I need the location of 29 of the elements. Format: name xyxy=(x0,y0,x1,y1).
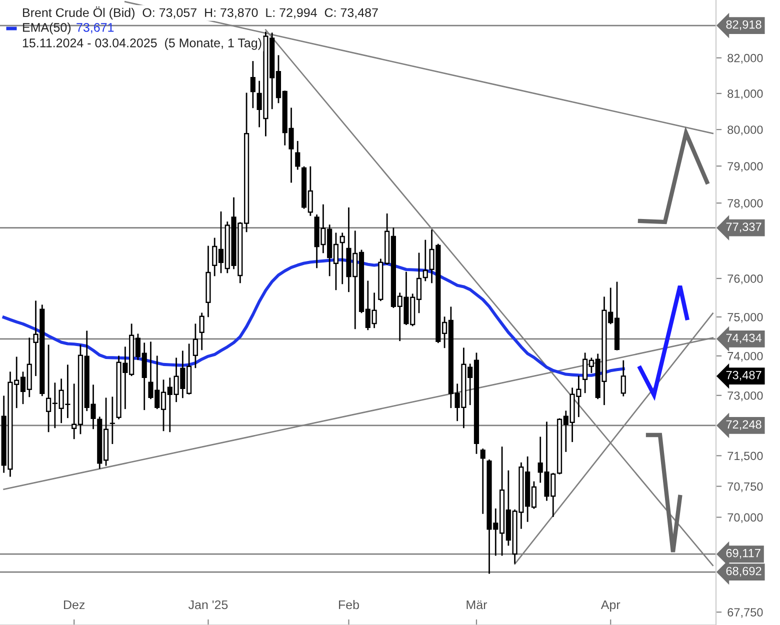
ref-line-label: 68,692 xyxy=(726,566,762,577)
text: 15.11.2024 - 03.04.2025 (5 Monate, 1 Tag) xyxy=(22,38,262,50)
ref-line-label: 77,337 xyxy=(726,222,762,232)
y-tick-label: 81,000 xyxy=(728,90,763,100)
y-tick-label: 78,000 xyxy=(728,199,763,209)
legend-label: EMA(50) xyxy=(23,22,71,34)
ref-line-label: 72,248 xyxy=(726,420,762,430)
ref-line-label: 74,434 xyxy=(726,334,762,344)
y-tick-label: 74,000 xyxy=(728,352,763,362)
y-tick-label: 67,750 xyxy=(728,608,763,618)
x-tick-label: Apr xyxy=(600,600,620,612)
ref-line-label: 69,117 xyxy=(726,548,760,559)
y-tick-label: 70,000 xyxy=(728,513,763,524)
y-tick-label: 80,000 xyxy=(728,126,763,136)
x-tick-label: Feb xyxy=(338,600,359,610)
annotation: 73,671 xyxy=(76,23,114,34)
x-tick-label: Mär xyxy=(466,600,488,610)
text: Brent Crude Öl (Bid) O: 73,057 H: 73,870 L: 72,994 C: 73,487 xyxy=(23,6,378,20)
y-tick-label: 79,000 xyxy=(728,162,763,172)
y-tick-label: 75,000 xyxy=(728,312,763,323)
y-tick-label: 70,750 xyxy=(728,482,763,492)
text: 73,487 xyxy=(726,370,762,381)
y-tick-label: 71,500 xyxy=(728,452,763,462)
ref-line-label: 82,918 xyxy=(726,20,762,30)
x-tick-label: Dez xyxy=(64,600,85,610)
y-tick-label: 76,000 xyxy=(728,274,763,284)
x-tick-label: Jan '25 xyxy=(188,600,228,610)
y-tick-label: 73,000 xyxy=(728,391,763,402)
y-tick-label: 82,000 xyxy=(728,54,763,64)
